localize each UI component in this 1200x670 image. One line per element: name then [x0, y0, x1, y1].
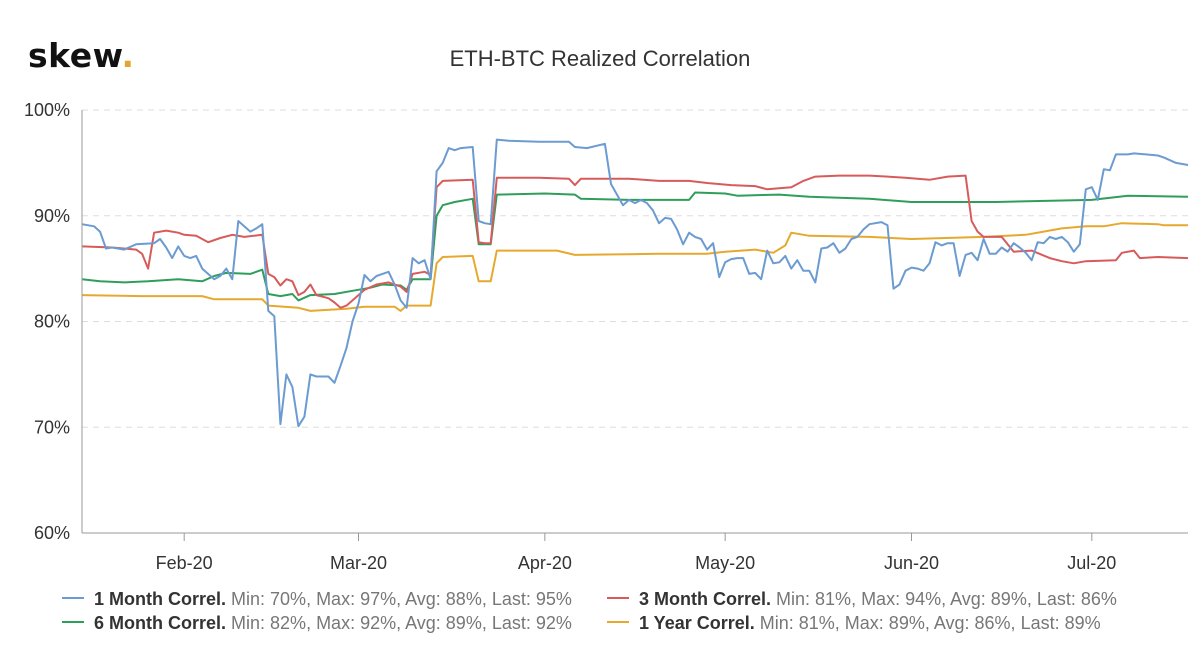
gridlines: [82, 109, 1188, 428]
series-lines: [81, 138, 1189, 428]
legend-item-1-year[interactable]: 1 Year Correl. Min: 81%, Max: 89%, Avg: …: [607, 613, 1101, 634]
legend-item-3-month[interactable]: 3 Month Correl. Min: 81%, Max: 94%, Avg:…: [607, 589, 1117, 610]
legend-swatch-1-year: [607, 621, 629, 624]
y-tick-label: 60%: [34, 523, 70, 543]
series-line-1-month-correl: [81, 138, 1189, 428]
logo-text: skew: [28, 36, 122, 75]
legend-stats-1-month: Min: 70%, Max: 97%, Avg: 88%, Last: 95%: [231, 589, 572, 609]
legend-name-1-month: 1 Month Correl.: [94, 589, 227, 609]
x-tick-label: Apr-20: [518, 553, 572, 573]
logo-dot: .: [121, 36, 135, 75]
legend-stats-3-month: Min: 81%, Max: 94%, Avg: 89%, Last: 86%: [776, 589, 1117, 609]
x-tick-label: May-20: [695, 553, 755, 573]
legend-item-6-month[interactable]: 6 Month Correl. Min: 82%, Max: 92%, Avg:…: [62, 613, 572, 634]
x-tick-label: Mar-20: [330, 553, 387, 573]
legend-name-3-month: 3 Month Correl.: [639, 589, 772, 609]
legend-name-1-year: 1 Year Correl.: [639, 613, 755, 633]
skew-logo: skew.: [28, 36, 135, 75]
y-tick-label: 90%: [34, 206, 70, 226]
y-axis-ticks: 60% 70% 80% 90% 100%: [24, 100, 70, 543]
x-tick-label: Jun-20: [884, 553, 939, 573]
series-line-1-year-correl: [81, 222, 1188, 312]
legend-name-6-month: 6 Month Correl.: [94, 613, 227, 633]
legend-swatch-6-month: [62, 621, 84, 624]
legend-stats-6-month: Min: 82%, Max: 92%, Avg: 89%, Last: 92%: [231, 613, 572, 633]
y-tick-label: 100%: [24, 100, 70, 120]
legend-swatch-3-month: [607, 597, 629, 600]
x-axis-ticks: Feb-20 Mar-20 Apr-20 May-20 Jun-20 Jul-20: [156, 533, 1116, 573]
legend-item-1-month[interactable]: 1 Month Correl. Min: 70%, Max: 97%, Avg:…: [62, 589, 572, 610]
series-line-3-month-correl: [81, 174, 1189, 309]
series-line-6-month-correl: [81, 191, 1189, 302]
x-tick-label: Jul-20: [1067, 553, 1116, 573]
y-tick-label: 70%: [34, 417, 70, 437]
y-tick-label: 80%: [34, 312, 70, 332]
legend-swatch-1-month: [62, 597, 84, 600]
chart-title: ETH-BTC Realized Correlation: [449, 46, 751, 71]
x-tick-label: Feb-20: [156, 553, 213, 573]
legend-stats-1-year: Min: 81%, Max: 89%, Avg: 86%, Last: 89%: [759, 613, 1101, 633]
